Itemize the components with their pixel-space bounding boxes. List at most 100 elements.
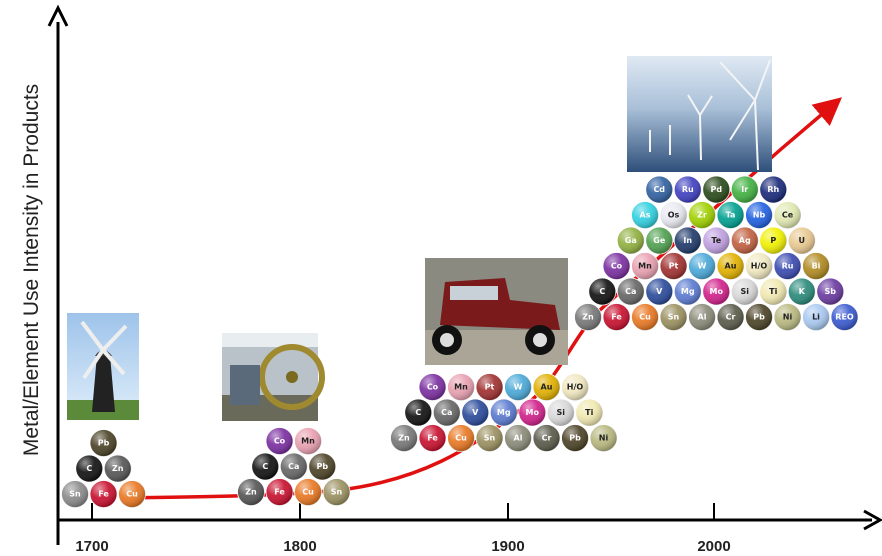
element-symbol: K (799, 287, 806, 296)
element-symbol: H/O (567, 383, 584, 392)
ball-sheen (574, 303, 602, 331)
ball-sheen (404, 399, 432, 426)
element-symbol: Si (740, 287, 749, 296)
ball-sheen (759, 278, 787, 305)
element-symbol: REO (835, 313, 854, 322)
ball-sheen (774, 201, 801, 229)
element-symbol: Sn (668, 313, 680, 322)
element-symbol: Ti (769, 287, 777, 296)
element-symbol: Pd (710, 185, 722, 194)
element-symbol: Fe (427, 434, 438, 443)
element-symbol: Pt (485, 383, 495, 392)
ball-sheen (476, 373, 503, 401)
ball-sheen (90, 429, 117, 457)
element-symbol: Ca (625, 287, 636, 296)
element-symbol: Sn (69, 490, 81, 499)
element-symbol: Mn (301, 437, 315, 446)
element-symbol: Si (556, 408, 565, 417)
ball-sheen (323, 478, 350, 506)
element-symbol: Pb (98, 439, 110, 448)
element-symbol: Co (611, 262, 623, 271)
ball-sheen (433, 399, 461, 426)
element-symbol: C (262, 462, 268, 471)
ball-sheen (533, 424, 560, 452)
element-symbol: Cu (302, 488, 314, 497)
x-arrow (863, 509, 882, 531)
element-symbol: Sn (484, 434, 496, 443)
element-symbol: Cu (126, 490, 138, 499)
ball-sheen (660, 252, 687, 280)
element-group: Zn Fe Cu Sn Al Cr Pb Ni C Ca V Mg Mo Si Ti Co Mn Pt W Au H/O (390, 373, 618, 452)
element-symbol: Ca (288, 462, 299, 471)
element-symbol: Ni (783, 313, 793, 322)
element-symbol: C (86, 464, 92, 473)
ball-sheen (518, 399, 546, 426)
ball-sheen (603, 303, 630, 331)
element-symbol: Ir (741, 185, 748, 194)
element-symbol: Co (427, 383, 439, 392)
element-symbol: W (514, 383, 523, 392)
ball-sheen (533, 373, 560, 401)
ball-sheen (731, 278, 759, 305)
ball-sheen (645, 176, 673, 203)
element-symbol: W (698, 262, 707, 271)
element-symbol: Zn (112, 464, 124, 473)
element-symbol: Os (668, 211, 680, 220)
ball-sheen (688, 201, 716, 229)
ball-sheen (802, 303, 830, 331)
element-symbol: Cd (653, 185, 665, 194)
ball-sheen (104, 455, 132, 482)
ball-sheen (75, 455, 103, 482)
ball-sheen (717, 201, 744, 229)
ball-sheen (788, 227, 816, 254)
element-symbol: Mo (710, 287, 724, 296)
ball-sheen (603, 252, 630, 280)
element-symbol: As (640, 211, 651, 220)
element-symbol: H/O (751, 262, 768, 271)
ball-sheen (702, 176, 730, 203)
ball-sheen (660, 303, 687, 331)
element-symbol: U (799, 236, 806, 245)
element-symbol: Ca (441, 408, 452, 417)
element-symbol: Co (274, 437, 286, 446)
x-tick-label: 2000 (697, 538, 730, 555)
ball-sheen (237, 478, 265, 506)
ball-sheen (774, 252, 801, 280)
element-symbol: V (656, 287, 663, 296)
element-group: Sn Fe Cu C Zn Pb (61, 429, 146, 508)
ball-sheen (745, 303, 773, 331)
ball-sheen (702, 227, 730, 254)
ball-sheen (461, 399, 489, 426)
element-symbol: Ru (682, 185, 694, 194)
element-symbol: Mn (454, 383, 468, 392)
element-symbol: C (415, 408, 421, 417)
ball-sheen (702, 278, 730, 305)
ball-sheen (504, 373, 532, 401)
element-symbol: Zn (582, 313, 594, 322)
ball-sheen (674, 176, 702, 203)
ball-sheen (759, 227, 787, 254)
element-symbol: Pb (753, 313, 765, 322)
ball-sheen (308, 453, 336, 480)
element-group: Zn Fe Cu Sn C Ca Pb Co Mn (237, 427, 351, 506)
element-symbol: V (472, 408, 479, 417)
element-symbol: Nb (753, 211, 766, 220)
ball-sheen (660, 201, 687, 229)
element-symbol: P (770, 236, 776, 245)
element-symbol: Pt (669, 262, 679, 271)
element-symbol: Te (711, 236, 721, 245)
ball-sheen (802, 252, 830, 280)
element-groups: Sn Fe Cu C Zn Pb Zn Fe Cu Sn C Ca Pb Co Mn Zn Fe Cu Sn Al Cr… (61, 175, 859, 508)
element-symbol: Rh (767, 185, 779, 194)
ball-sheen (266, 427, 293, 455)
ball-sheen (294, 427, 322, 455)
ball-sheen (745, 252, 773, 280)
ball-sheen (251, 453, 279, 480)
element-symbol: Mn (638, 262, 652, 271)
ball-sheen (731, 176, 759, 203)
element-symbol: Cu (639, 313, 651, 322)
element-symbol: Zn (245, 488, 257, 497)
ball-sheen (831, 303, 858, 331)
element-symbol: Sn (331, 488, 343, 497)
